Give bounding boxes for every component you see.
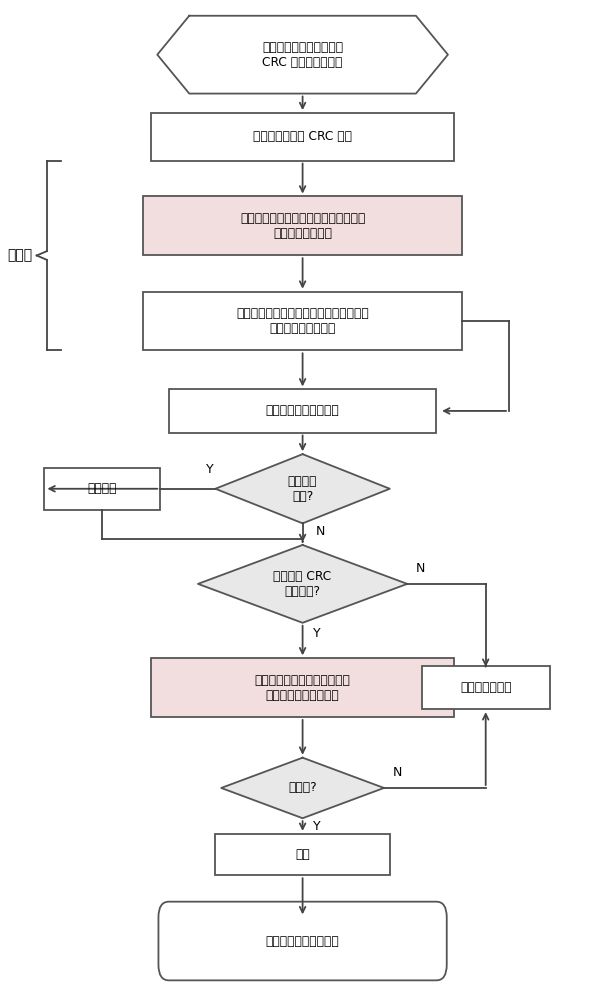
- Polygon shape: [198, 545, 407, 623]
- Text: 能效监测终端运行之后，首先将校验地址
段的初始校验值上报: 能效监测终端运行之后，首先将校验地址 段的初始校验值上报: [236, 307, 369, 335]
- Text: 通过与初始校验值比较来判断
监测终端是否被篡改。: 通过与初始校验值比较来判断 监测终端是否被篡改。: [254, 674, 350, 702]
- Text: 初始化: 初始化: [7, 248, 32, 262]
- Text: Y: Y: [313, 627, 321, 640]
- Polygon shape: [221, 758, 384, 818]
- Text: 发送正常信息。: 发送正常信息。: [460, 681, 511, 694]
- Text: 采集数据、处理、存储: 采集数据、处理、存储: [266, 404, 340, 417]
- Text: 能效监测终端程序（自带
CRC 校验程序）发布: 能效监测终端程序（自带 CRC 校验程序）发布: [262, 41, 343, 69]
- Text: 报警: 报警: [295, 848, 310, 861]
- Text: 设置能效监测终端，同时将初始校验值
存储在校验地址段: 设置能效监测终端，同时将初始校验值 存储在校验地址段: [240, 212, 365, 240]
- Text: 停止能效监测终端工作: 停止能效监测终端工作: [266, 935, 340, 948]
- Polygon shape: [215, 454, 390, 523]
- Polygon shape: [157, 16, 448, 94]
- FancyBboxPatch shape: [143, 292, 462, 350]
- Text: N: N: [315, 525, 325, 538]
- Text: 被篡改?: 被篡改?: [288, 781, 317, 794]
- FancyBboxPatch shape: [215, 834, 390, 875]
- Text: N: N: [416, 562, 426, 575]
- Text: Y: Y: [313, 820, 321, 833]
- Text: 对监测终端进行 CRC 计算: 对监测终端进行 CRC 计算: [253, 130, 352, 143]
- Text: 是否进行 CRC
计算校验?: 是否进行 CRC 计算校验?: [274, 570, 332, 598]
- FancyBboxPatch shape: [159, 902, 447, 980]
- Text: 上传数据: 上传数据: [87, 482, 117, 495]
- Text: N: N: [393, 766, 402, 779]
- FancyBboxPatch shape: [44, 468, 160, 510]
- FancyBboxPatch shape: [422, 666, 550, 709]
- FancyBboxPatch shape: [151, 113, 454, 161]
- FancyBboxPatch shape: [151, 658, 454, 717]
- FancyBboxPatch shape: [169, 389, 436, 433]
- Text: 是否上传
数据?: 是否上传 数据?: [288, 475, 317, 503]
- Text: Y: Y: [206, 463, 213, 476]
- FancyBboxPatch shape: [143, 196, 462, 255]
